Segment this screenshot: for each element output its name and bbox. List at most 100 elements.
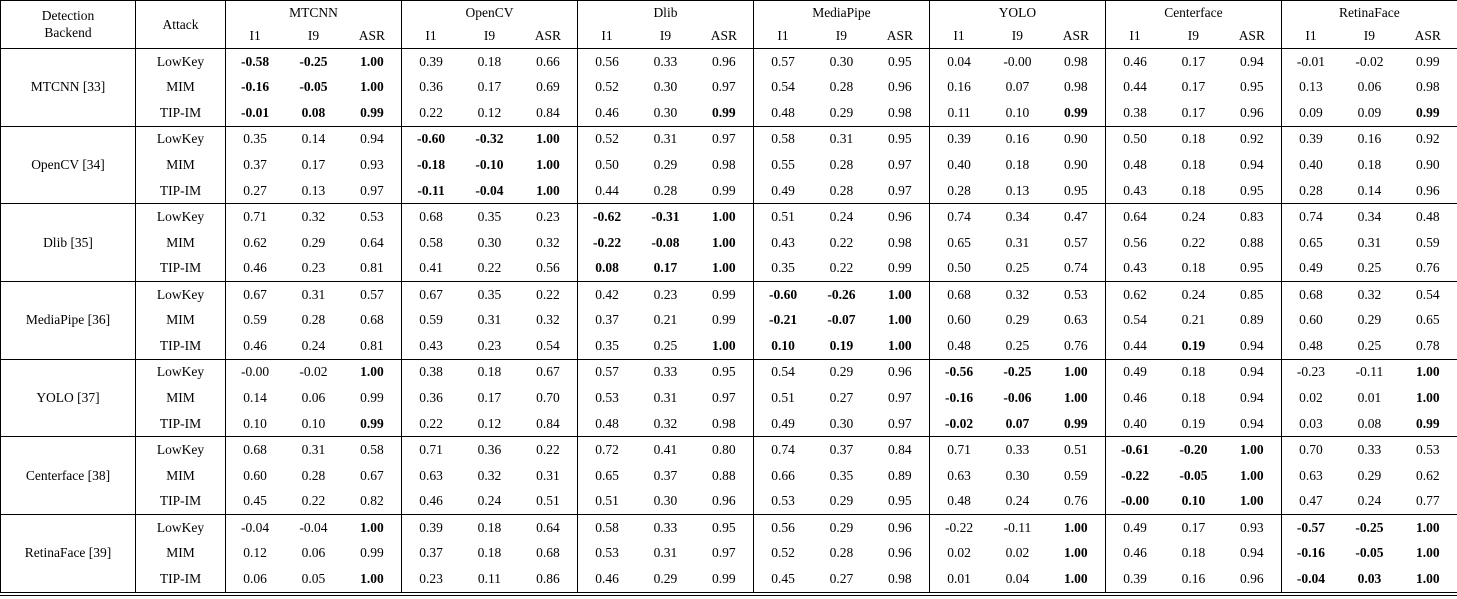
data-cell: 0.96: [1240, 571, 1264, 586]
data-cell: 0.67: [536, 364, 560, 380]
attack-label: TIP-IM: [135, 333, 226, 360]
data-cell: 0.18: [1181, 364, 1206, 380]
subheader-asr: ASR: [886, 28, 913, 44]
data-cell: 0.50: [576, 152, 637, 178]
data-cell: 0.17: [653, 260, 678, 276]
data-cell: 0.31: [301, 442, 326, 458]
data-cell: 0.24: [1005, 493, 1030, 509]
data-cell: 0.68: [928, 281, 989, 308]
data-cell: -0.23: [1280, 359, 1341, 386]
data-cell: 0.36: [400, 385, 461, 411]
data-cell: 0.68: [400, 203, 461, 230]
data-cell: 0.95: [1240, 79, 1264, 95]
data-cell: 0.63: [1280, 462, 1341, 489]
data-cell: 0.13: [1280, 74, 1341, 101]
data-cell: 0.03: [1280, 410, 1341, 437]
attack-label: LowKey: [135, 48, 226, 75]
data-cell: 0.12: [477, 104, 502, 120]
data-cell: 0.99: [712, 104, 736, 120]
data-cell: 0.22: [829, 260, 854, 276]
data-cell: 1.00: [712, 209, 736, 225]
data-cell: 0.18: [1181, 390, 1206, 406]
data-cell: -0.25: [1003, 364, 1032, 380]
data-cell: 0.65: [1280, 229, 1341, 256]
subheader-i9: I9: [307, 28, 320, 44]
data-cell: 0.30: [829, 53, 854, 69]
data-cell: 0.70: [1280, 436, 1341, 463]
data-cell: 0.99: [888, 260, 912, 276]
data-cell: 0.46: [400, 488, 461, 515]
data-cell: -0.60: [752, 281, 813, 308]
data-cell: 0.56: [752, 514, 813, 541]
data-cell: 0.76: [1415, 260, 1440, 276]
data-cell: -0.61: [1104, 436, 1165, 463]
data-cell: 0.57: [752, 48, 813, 75]
data-cell: -0.21: [752, 307, 813, 334]
table-row: MTCNN [33] LowKey -0.58 -0.25 1.00 0.39 0.18 0.…: [0, 48, 1457, 127]
data-cell: 0.18: [477, 519, 502, 535]
data-cell: 0.27: [225, 177, 285, 204]
data-cell: 0.10: [752, 333, 813, 360]
data-cell: 0.65: [1415, 312, 1440, 328]
data-cell: 0.24: [1357, 493, 1382, 509]
table-row: Centerface [38] LowKey 0.68 0.31 0.58 0.71 0.3…: [0, 436, 1457, 515]
data-cell: 0.29: [1005, 312, 1030, 328]
data-cell: 0.52: [576, 126, 637, 153]
data-cell: 0.60: [225, 462, 285, 489]
data-cell: 0.40: [1104, 410, 1165, 437]
data-cell: 0.49: [1104, 359, 1165, 386]
attack-label: LowKey: [135, 359, 226, 386]
data-cell: 0.67: [225, 281, 285, 308]
data-cell: 0.36: [477, 442, 502, 458]
data-cell: 1.00: [536, 182, 560, 198]
data-cell: 0.17: [1181, 79, 1206, 95]
data-cell: -0.58: [225, 48, 285, 75]
backend-label: YOLO [37]: [0, 359, 136, 437]
data-cell: 0.18: [1181, 545, 1206, 561]
data-cell: 0.35: [829, 467, 854, 483]
data-cell: 0.48: [752, 100, 813, 127]
data-cell: -0.10: [475, 157, 504, 172]
data-cell: 0.24: [829, 209, 854, 225]
data-cell: 0.45: [225, 488, 285, 515]
data-cell: 0.94: [1240, 53, 1264, 69]
data-cell: 0.31: [477, 312, 502, 328]
data-cell: 0.39: [400, 48, 461, 75]
data-cell: 0.29: [829, 493, 854, 509]
data-cell: 0.37: [225, 152, 285, 178]
data-cell: 0.17: [301, 157, 326, 172]
data-cell: 0.04: [928, 48, 989, 75]
data-cell: -0.60: [400, 126, 461, 153]
data-cell: -0.07: [827, 312, 856, 328]
data-cell: 0.84: [536, 104, 560, 120]
table-row: TIP-IM -0.01 0.08 0.99 0.22 0.12 0.84 0.46 0.30 0…: [1, 100, 1457, 127]
data-cell: 0.34: [1357, 209, 1382, 225]
data-cell: 0.25: [1005, 337, 1030, 353]
data-cell: 0.99: [712, 312, 736, 328]
data-cell: 0.08: [301, 104, 326, 120]
data-cell: -0.04: [1280, 566, 1341, 593]
data-cell: 0.17: [477, 79, 502, 95]
data-cell: 0.25: [1357, 337, 1382, 353]
table-row: MIM 0.14 0.06 0.99 0.36 0.17 0.70 0.53 0.31 0.97 0…: [1, 385, 1457, 411]
data-cell: 0.81: [360, 337, 384, 353]
data-cell: 0.71: [400, 436, 461, 463]
data-cell: 0.95: [1064, 182, 1088, 198]
data-cell: 0.66: [752, 462, 813, 489]
data-cell: 0.37: [576, 307, 637, 334]
data-cell: 1.00: [1240, 442, 1264, 458]
data-cell: 0.23: [400, 566, 461, 593]
data-cell: 0.57: [1064, 234, 1088, 250]
data-cell: 0.09: [1280, 100, 1341, 127]
data-cell: 0.59: [1064, 467, 1088, 483]
data-cell: 0.41: [653, 442, 678, 458]
data-cell: 0.13: [301, 182, 326, 198]
data-cell: -0.31: [651, 209, 680, 225]
data-cell: 0.18: [1181, 182, 1206, 198]
data-cell: 1.00: [1064, 571, 1088, 586]
data-cell: 0.62: [1104, 281, 1165, 308]
data-cell: 0.25: [653, 337, 678, 353]
attack-label: MIM: [135, 152, 226, 178]
data-cell: 0.29: [301, 234, 326, 250]
attack-label: MIM: [135, 229, 226, 256]
